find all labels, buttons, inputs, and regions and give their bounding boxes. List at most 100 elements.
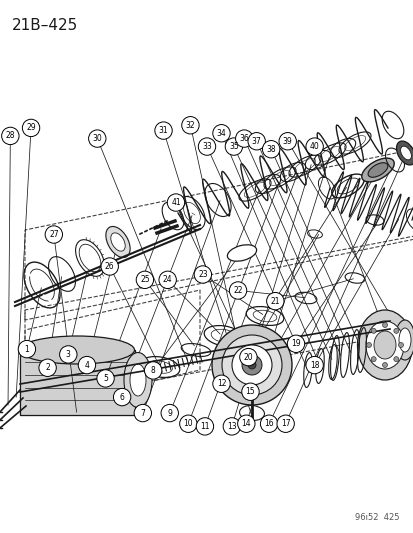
Circle shape xyxy=(144,362,161,379)
Text: 37: 37 xyxy=(251,137,261,146)
Ellipse shape xyxy=(247,361,255,369)
Circle shape xyxy=(159,271,176,288)
Circle shape xyxy=(78,357,95,374)
Ellipse shape xyxy=(393,357,398,362)
Circle shape xyxy=(136,271,153,288)
Ellipse shape xyxy=(393,328,398,333)
Text: 13: 13 xyxy=(226,422,236,431)
Text: 3: 3 xyxy=(66,350,71,359)
Circle shape xyxy=(198,138,215,155)
Text: 17: 17 xyxy=(280,419,290,428)
Ellipse shape xyxy=(19,336,134,364)
Circle shape xyxy=(196,418,213,435)
Text: 32: 32 xyxy=(185,121,195,130)
Circle shape xyxy=(194,266,211,283)
Circle shape xyxy=(101,258,118,275)
Text: 8: 8 xyxy=(150,366,155,375)
Circle shape xyxy=(88,130,106,147)
Text: 38: 38 xyxy=(266,145,275,154)
Ellipse shape xyxy=(242,355,261,375)
Text: 20: 20 xyxy=(243,353,253,361)
Circle shape xyxy=(97,370,114,387)
Circle shape xyxy=(287,335,304,352)
Ellipse shape xyxy=(396,141,413,165)
Ellipse shape xyxy=(357,310,411,380)
Circle shape xyxy=(278,133,296,150)
Ellipse shape xyxy=(76,240,104,276)
Circle shape xyxy=(260,415,277,432)
Text: 4: 4 xyxy=(84,361,89,369)
Ellipse shape xyxy=(124,352,152,408)
Text: 16: 16 xyxy=(263,419,273,428)
Text: 36: 36 xyxy=(239,134,249,143)
Circle shape xyxy=(22,119,40,136)
Text: 10: 10 xyxy=(183,419,193,428)
Text: 26: 26 xyxy=(104,262,114,271)
Ellipse shape xyxy=(370,328,375,333)
Text: 1: 1 xyxy=(24,345,29,353)
Ellipse shape xyxy=(394,320,413,360)
Ellipse shape xyxy=(382,362,387,367)
Text: 33: 33 xyxy=(202,142,211,151)
Text: 39: 39 xyxy=(282,137,292,146)
Text: 27: 27 xyxy=(49,230,59,239)
Circle shape xyxy=(18,341,36,358)
Circle shape xyxy=(229,282,246,299)
Text: 22: 22 xyxy=(233,286,242,295)
Circle shape xyxy=(134,405,151,422)
Text: 28: 28 xyxy=(6,132,15,140)
Circle shape xyxy=(59,346,77,363)
Circle shape xyxy=(235,130,252,147)
Circle shape xyxy=(241,383,259,400)
Text: 96ı52  425: 96ı52 425 xyxy=(355,513,399,522)
Circle shape xyxy=(239,349,256,366)
Text: 6: 6 xyxy=(119,393,124,401)
Ellipse shape xyxy=(111,233,125,251)
Circle shape xyxy=(212,375,230,392)
Ellipse shape xyxy=(400,146,411,160)
Ellipse shape xyxy=(382,322,387,327)
Circle shape xyxy=(39,359,56,376)
Circle shape xyxy=(113,389,131,406)
Text: 12: 12 xyxy=(216,379,225,388)
Text: 14: 14 xyxy=(241,419,251,428)
Text: 34: 34 xyxy=(216,129,226,138)
Circle shape xyxy=(305,357,323,374)
Circle shape xyxy=(2,127,19,144)
Ellipse shape xyxy=(398,328,410,352)
Circle shape xyxy=(225,138,242,155)
Text: 21B–425: 21B–425 xyxy=(12,18,78,33)
Ellipse shape xyxy=(130,364,146,396)
Text: 29: 29 xyxy=(26,124,36,132)
Ellipse shape xyxy=(227,245,256,261)
Polygon shape xyxy=(20,350,135,415)
Circle shape xyxy=(276,415,294,432)
Text: 7: 7 xyxy=(140,409,145,417)
Ellipse shape xyxy=(361,158,393,182)
Ellipse shape xyxy=(367,163,387,177)
Text: 5: 5 xyxy=(103,374,108,383)
Ellipse shape xyxy=(231,345,271,385)
Text: 2: 2 xyxy=(45,364,50,372)
Ellipse shape xyxy=(106,227,130,257)
Ellipse shape xyxy=(365,321,403,369)
Text: 19: 19 xyxy=(290,340,300,348)
Ellipse shape xyxy=(398,343,403,348)
Text: 41: 41 xyxy=(171,198,180,207)
Circle shape xyxy=(167,194,184,211)
Ellipse shape xyxy=(366,343,370,348)
Text: 35: 35 xyxy=(228,142,238,151)
Ellipse shape xyxy=(211,325,291,405)
Circle shape xyxy=(262,141,279,158)
Circle shape xyxy=(181,117,199,134)
Circle shape xyxy=(247,133,265,150)
Text: 18: 18 xyxy=(309,361,318,369)
Text: 40: 40 xyxy=(309,142,319,151)
Text: 21: 21 xyxy=(270,297,279,305)
Text: 25: 25 xyxy=(140,276,150,284)
Ellipse shape xyxy=(221,335,281,395)
Circle shape xyxy=(223,418,240,435)
Circle shape xyxy=(179,415,197,432)
Text: 23: 23 xyxy=(197,270,207,279)
Ellipse shape xyxy=(370,357,375,362)
